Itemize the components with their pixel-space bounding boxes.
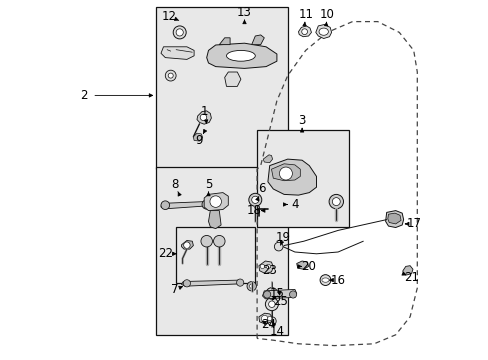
Circle shape	[183, 242, 190, 248]
Polygon shape	[258, 313, 272, 324]
Polygon shape	[258, 261, 273, 274]
Polygon shape	[193, 133, 203, 141]
Polygon shape	[263, 155, 272, 163]
Circle shape	[161, 201, 169, 210]
Polygon shape	[208, 211, 221, 229]
Text: 20: 20	[301, 260, 315, 273]
Polygon shape	[296, 261, 308, 269]
Circle shape	[267, 317, 276, 325]
Circle shape	[289, 291, 296, 298]
FancyBboxPatch shape	[257, 130, 348, 227]
Ellipse shape	[318, 28, 328, 35]
Circle shape	[274, 242, 283, 251]
Polygon shape	[298, 26, 311, 37]
Circle shape	[202, 200, 211, 209]
Polygon shape	[197, 111, 211, 124]
Circle shape	[332, 198, 340, 206]
Text: 4: 4	[290, 198, 298, 211]
Text: 11: 11	[298, 8, 312, 21]
Circle shape	[260, 264, 264, 269]
Circle shape	[201, 235, 212, 247]
Circle shape	[263, 291, 270, 298]
Circle shape	[173, 26, 186, 39]
Text: 15: 15	[269, 287, 284, 300]
Circle shape	[165, 70, 176, 81]
Polygon shape	[385, 211, 403, 228]
Text: 3: 3	[298, 114, 305, 127]
Polygon shape	[219, 38, 230, 45]
Circle shape	[213, 235, 224, 247]
Polygon shape	[206, 43, 276, 68]
Text: 10: 10	[319, 8, 334, 21]
Polygon shape	[315, 24, 331, 39]
Circle shape	[301, 29, 307, 35]
Text: 1: 1	[201, 105, 208, 118]
Circle shape	[168, 73, 173, 78]
Ellipse shape	[226, 50, 255, 61]
Text: 22: 22	[158, 247, 172, 260]
Circle shape	[261, 315, 267, 322]
Polygon shape	[251, 35, 264, 45]
Circle shape	[265, 288, 277, 299]
Circle shape	[268, 291, 274, 296]
Circle shape	[328, 194, 343, 209]
Text: 14: 14	[269, 325, 284, 338]
Text: 13: 13	[237, 6, 251, 19]
Text: 2: 2	[81, 89, 88, 102]
Polygon shape	[271, 164, 300, 181]
Polygon shape	[181, 280, 242, 286]
Circle shape	[268, 301, 275, 307]
Circle shape	[279, 167, 292, 180]
Circle shape	[209, 196, 221, 207]
Circle shape	[183, 280, 190, 287]
Text: 24: 24	[261, 318, 276, 331]
Polygon shape	[224, 72, 241, 86]
Text: 19: 19	[275, 231, 290, 244]
Text: 7: 7	[170, 283, 178, 296]
Polygon shape	[267, 159, 316, 195]
Polygon shape	[402, 266, 412, 275]
Text: 18: 18	[246, 204, 262, 217]
Polygon shape	[161, 47, 194, 59]
Circle shape	[248, 193, 261, 206]
Circle shape	[200, 114, 206, 121]
Text: 5: 5	[204, 178, 212, 191]
Circle shape	[267, 316, 271, 321]
Text: 9: 9	[195, 134, 203, 147]
FancyBboxPatch shape	[176, 227, 255, 283]
Circle shape	[249, 284, 253, 288]
Circle shape	[265, 264, 270, 269]
Circle shape	[251, 196, 258, 203]
Text: 23: 23	[262, 264, 277, 277]
Ellipse shape	[321, 278, 328, 282]
Circle shape	[320, 275, 330, 285]
Circle shape	[176, 29, 183, 36]
Polygon shape	[387, 213, 400, 224]
Text: 12: 12	[161, 10, 176, 23]
FancyBboxPatch shape	[156, 167, 287, 335]
Text: 21: 21	[404, 271, 419, 284]
Text: 6: 6	[258, 183, 265, 195]
Circle shape	[265, 298, 278, 311]
Circle shape	[246, 282, 256, 291]
Polygon shape	[204, 193, 228, 211]
Polygon shape	[181, 240, 193, 249]
Text: 8: 8	[171, 178, 178, 191]
Polygon shape	[161, 202, 206, 209]
Text: 16: 16	[330, 274, 345, 287]
Text: 25: 25	[272, 295, 287, 308]
Circle shape	[236, 279, 244, 286]
FancyBboxPatch shape	[156, 7, 287, 169]
Polygon shape	[262, 289, 296, 299]
Text: 17: 17	[406, 217, 420, 230]
